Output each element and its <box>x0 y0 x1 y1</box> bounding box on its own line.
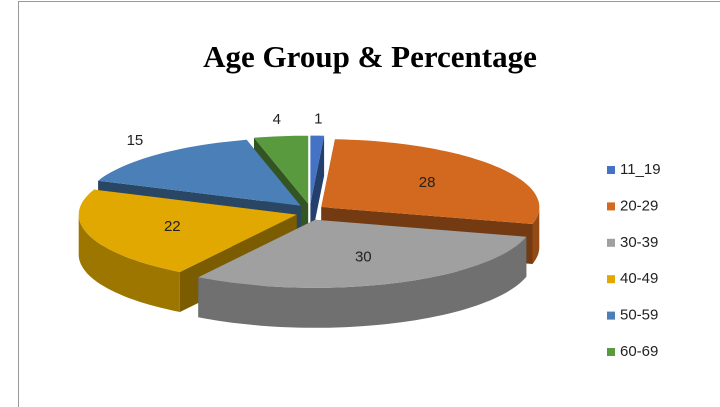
slice-wall <box>532 207 540 264</box>
legend-label: 30-39 <box>620 234 658 251</box>
legend-label: 40-49 <box>620 270 658 287</box>
slice-top <box>78 189 297 272</box>
data-label: 22 <box>164 218 181 235</box>
slice-wall <box>198 236 527 328</box>
legend-label: 60-69 <box>620 343 658 360</box>
slice-top <box>198 219 527 288</box>
slice-top <box>310 135 325 204</box>
legend-swatch <box>607 311 615 320</box>
chart-title: Age Group & Percentage <box>203 39 537 74</box>
slice-top <box>321 139 540 224</box>
data-label: 30 <box>355 249 372 266</box>
legend-swatch <box>607 202 615 211</box>
slice-side <box>310 135 325 244</box>
legend-swatch <box>607 348 615 356</box>
legend-label: 11_19 <box>620 161 661 178</box>
data-label: 28 <box>419 174 436 191</box>
legend-swatch <box>607 238 615 247</box>
slice <box>310 135 325 244</box>
data-label: 4 <box>273 111 281 128</box>
slice-wall <box>78 214 180 312</box>
legend-label: 20-29 <box>620 197 658 214</box>
data-label: 15 <box>127 132 144 149</box>
legend-label: 50-59 <box>620 307 658 324</box>
legend-swatch <box>607 166 615 174</box>
data-label: 1 <box>314 110 322 127</box>
legend-swatch <box>607 275 615 284</box>
slice-top <box>98 139 301 206</box>
slice-top <box>254 135 309 204</box>
slice <box>198 219 527 328</box>
